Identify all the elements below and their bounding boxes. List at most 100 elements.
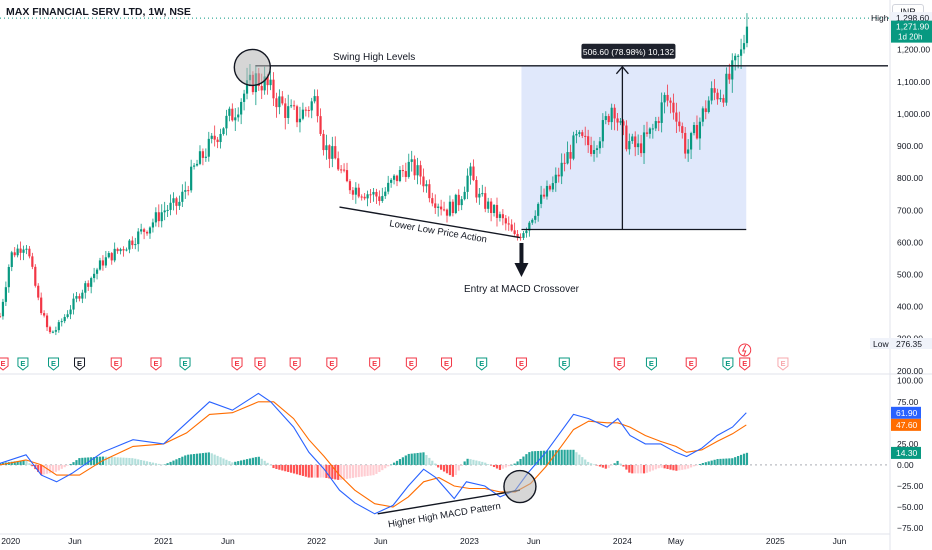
candle-body[interactable]: [204, 156, 207, 158]
candle-body[interactable]: [369, 194, 372, 196]
candle-body[interactable]: [510, 224, 513, 231]
candle-body[interactable]: [534, 215, 537, 220]
candle-body[interactable]: [739, 49, 743, 56]
candle-body[interactable]: [25, 248, 28, 250]
candle-body[interactable]: [260, 85, 263, 91]
candle-body[interactable]: [378, 196, 381, 202]
candle-body[interactable]: [4, 287, 7, 302]
candle-body[interactable]: [734, 55, 737, 61]
candle-body[interactable]: [240, 101, 243, 115]
candle-body[interactable]: [410, 159, 413, 162]
candle-body[interactable]: [428, 184, 431, 199]
candle-body[interactable]: [93, 273, 96, 279]
measure-range-box[interactable]: [521, 65, 747, 230]
candle-body[interactable]: [45, 315, 49, 328]
candle-body[interactable]: [492, 204, 496, 214]
candle-body[interactable]: [57, 322, 60, 331]
candle-body[interactable]: [237, 114, 240, 118]
candle-body[interactable]: [187, 190, 190, 192]
candle-body[interactable]: [584, 135, 587, 137]
candle-body[interactable]: [357, 187, 360, 197]
candle-body[interactable]: [381, 196, 384, 202]
candle-body[interactable]: [472, 166, 475, 181]
candle-body[interactable]: [610, 107, 613, 123]
candle-body[interactable]: [95, 269, 99, 274]
candle-body[interactable]: [337, 158, 340, 170]
candle-body[interactable]: [90, 278, 93, 287]
candle-body[interactable]: [504, 218, 507, 224]
candle-body[interactable]: [0, 316, 2, 318]
candle-body[interactable]: [660, 102, 663, 123]
candle-body[interactable]: [104, 257, 107, 266]
candle-body[interactable]: [295, 106, 299, 123]
macd-line[interactable]: [0, 392, 747, 515]
candle-body[interactable]: [725, 73, 728, 103]
candle-body[interactable]: [48, 327, 52, 333]
candle-body[interactable]: [704, 108, 707, 113]
candle-body[interactable]: [719, 98, 722, 100]
candle-body[interactable]: [431, 198, 434, 204]
candle-body[interactable]: [22, 249, 25, 253]
candle-body[interactable]: [316, 96, 319, 117]
candle-body[interactable]: [513, 230, 516, 235]
candle-body[interactable]: [34, 266, 37, 286]
candle-body[interactable]: [478, 193, 481, 198]
candle-body[interactable]: [242, 93, 246, 102]
candle-body[interactable]: [78, 296, 81, 299]
candle-body[interactable]: [451, 201, 454, 214]
candle-body[interactable]: [545, 185, 549, 197]
candle-body[interactable]: [342, 169, 346, 171]
lightning-icon[interactable]: [738, 343, 752, 357]
candle-body[interactable]: [498, 214, 502, 218]
candle-body[interactable]: [31, 256, 34, 267]
candle-body[interactable]: [287, 106, 290, 118]
candle-body[interactable]: [601, 120, 604, 142]
candle-body[interactable]: [222, 128, 225, 134]
candle-body[interactable]: [360, 196, 363, 198]
candle-body[interactable]: [592, 150, 596, 154]
earnings-marker[interactable]: [685, 357, 697, 371]
candle-body[interactable]: [131, 240, 134, 246]
candle-body[interactable]: [10, 252, 13, 267]
earnings-marker[interactable]: [326, 357, 338, 371]
candle-body[interactable]: [375, 191, 378, 197]
candle-body[interactable]: [487, 201, 490, 209]
earnings-marker[interactable]: [476, 357, 488, 371]
candle-body[interactable]: [322, 133, 325, 151]
candle-body[interactable]: [304, 109, 307, 111]
candle-body[interactable]: [613, 107, 616, 119]
candle-body[interactable]: [481, 193, 484, 195]
earnings-marker[interactable]: [722, 357, 734, 371]
candle-body[interactable]: [190, 166, 193, 191]
candle-body[interactable]: [54, 330, 57, 332]
candle-body[interactable]: [681, 126, 684, 133]
candle-body[interactable]: [440, 206, 443, 210]
candle-body[interactable]: [675, 112, 678, 122]
candle-body[interactable]: [689, 133, 693, 150]
candle-body[interactable]: [716, 92, 719, 100]
candle-body[interactable]: [442, 209, 446, 211]
candle-body[interactable]: [195, 163, 199, 166]
candle-body[interactable]: [554, 174, 557, 184]
candle-body[interactable]: [66, 314, 69, 317]
candle-body[interactable]: [145, 231, 149, 234]
candle-body[interactable]: [722, 98, 725, 103]
candle-body[interactable]: [228, 108, 231, 116]
candle-body[interactable]: [519, 236, 522, 238]
earnings-marker[interactable]: [645, 357, 657, 371]
candle-body[interactable]: [84, 283, 87, 293]
candle-body[interactable]: [566, 152, 569, 164]
candle-body[interactable]: [490, 201, 493, 214]
candle-body[interactable]: [290, 105, 293, 107]
candle-body[interactable]: [278, 96, 281, 108]
candle-body[interactable]: [101, 260, 105, 266]
candle-body[interactable]: [325, 145, 328, 151]
candle-body[interactable]: [745, 26, 749, 44]
candle-body[interactable]: [466, 175, 469, 192]
candle-body[interactable]: [142, 229, 146, 232]
candle-body[interactable]: [663, 94, 666, 103]
candle-body[interactable]: [225, 115, 228, 129]
candle-body[interactable]: [151, 222, 155, 228]
candle-body[interactable]: [275, 98, 278, 108]
